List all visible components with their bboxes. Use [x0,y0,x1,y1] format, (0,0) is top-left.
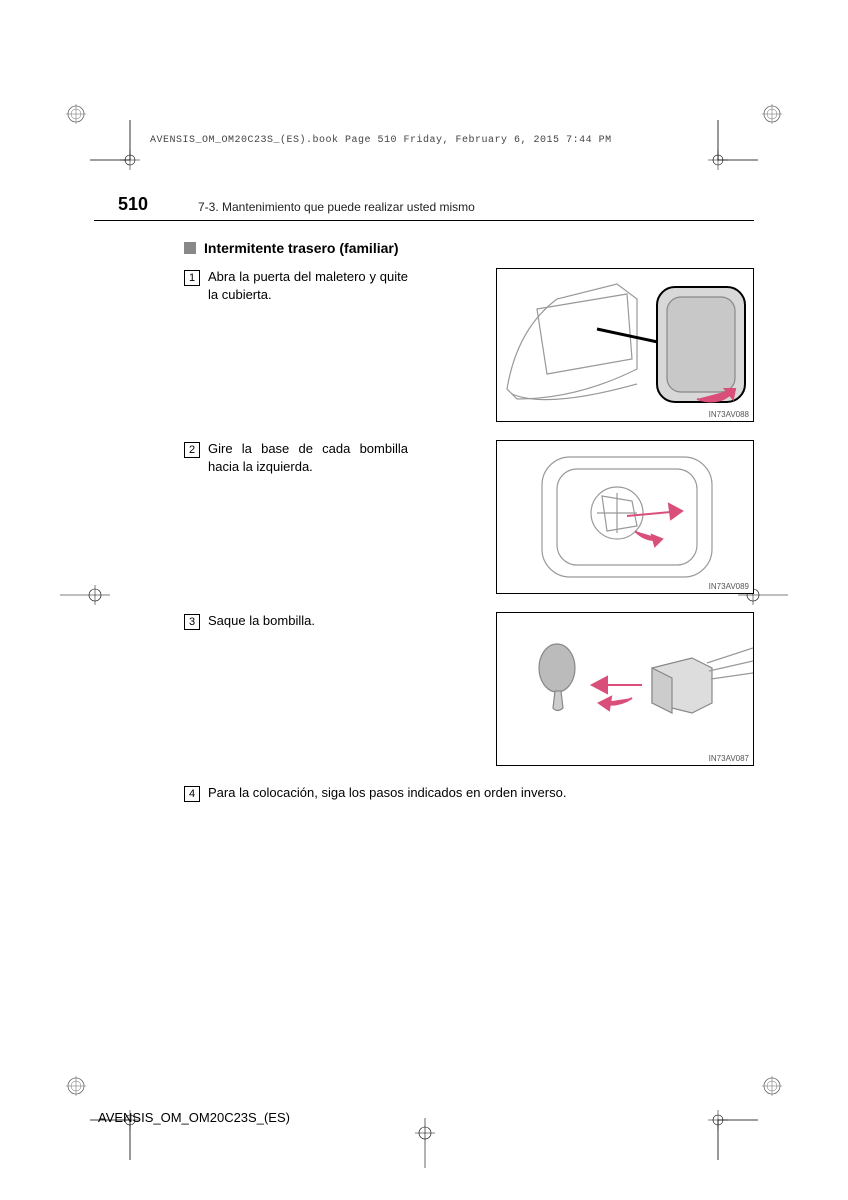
file-header: AVENSIS_OM_OM20C23S_(ES).book Page 510 F… [150,135,612,146]
registration-mark-bottom-left [66,1076,86,1096]
step-block-4: 4 Para la colocación, siga los pasos ind… [184,784,754,802]
figure-2: IN73AV089 [496,440,754,594]
step-text: Saque la bombilla. [208,612,408,630]
figure-label: IN73AV089 [709,582,749,591]
subsection-marker-icon [184,242,196,254]
crop-corner-top-right [698,120,758,180]
step-text: Abra la puerta del maletero y quite la c… [208,268,408,304]
section-heading: 7-3. Mantenimiento que puede realizar us… [198,200,475,214]
step-block-2: 2 Gire la base de cada bombilla hacia la… [184,440,754,612]
page-number: 510 [118,194,148,215]
step-text: Gire la base de cada bombilla hacia la i… [208,440,408,476]
figure-label: IN73AV088 [709,410,749,419]
content-area: Intermitente trasero (familiar) 1 Abra l… [184,240,754,810]
step-number: 3 [184,614,200,630]
figure-label: IN73AV087 [709,754,749,763]
step-number: 1 [184,270,200,286]
registration-mark-top-right [762,104,782,124]
step-block-1: 1 Abra la puerta del maletero y quite la… [184,268,754,440]
subsection-title: Intermitente trasero (familiar) [204,240,399,256]
footer-text: AVENSIS_OM_OM20C23S_(ES) [98,1110,290,1125]
figure-3: IN73AV087 [496,612,754,766]
step-text: Para la colocación, siga los pasos indic… [208,784,708,802]
step-block-3: 3 Saque la bombilla. IN73AV087 [184,612,754,784]
side-mark-left [60,580,110,610]
crop-corner-top-left [90,120,150,180]
step-number: 2 [184,442,200,458]
header-rule [94,220,754,221]
step-number: 4 [184,786,200,802]
registration-mark-bottom-right [762,1076,782,1096]
subsection-header: Intermitente trasero (familiar) [184,240,754,256]
bottom-center-mark [410,1118,440,1168]
crop-corner-bottom-right [698,1100,758,1160]
crop-corner-bottom-left [90,1100,150,1160]
registration-mark-top-left [66,104,86,124]
figure-1: IN73AV088 [496,268,754,422]
